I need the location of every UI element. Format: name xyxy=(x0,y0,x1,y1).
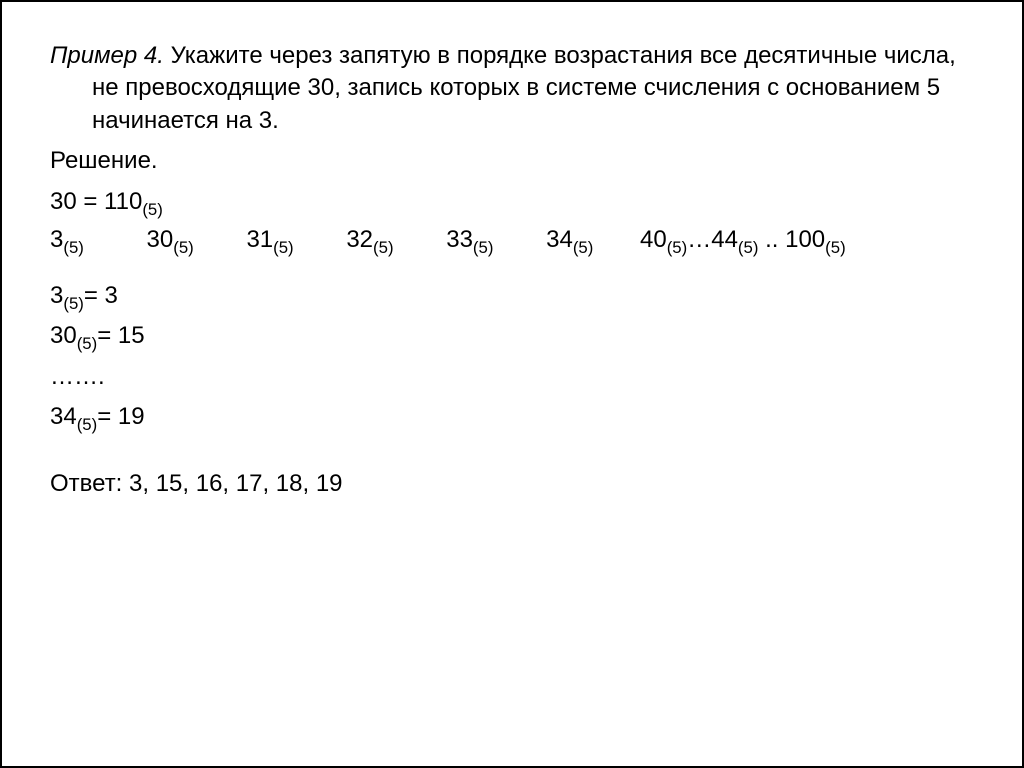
problem-text: Укажите через запятую в порядке возраста… xyxy=(92,42,956,134)
seq-44: 44(5) xyxy=(711,226,758,254)
seq-100-num: 100 xyxy=(785,226,825,253)
seq-2-num: 31 xyxy=(246,226,273,253)
c2-sub: (5) xyxy=(77,334,98,353)
seq-6: 40(5) xyxy=(640,226,687,254)
seq-6-num: 40 xyxy=(640,226,667,253)
seq-1-num: 30 xyxy=(147,226,174,253)
seq-100: 100(5) xyxy=(785,226,846,254)
c1-sub: (5) xyxy=(63,294,84,313)
seq-5-num: 34 xyxy=(546,226,573,253)
seq-3: 32(5) xyxy=(346,226,393,254)
seq-4: 33(5) xyxy=(446,226,493,254)
seq-44-sub: (5) xyxy=(738,238,759,257)
answer-line: Ответ: 3, 15, 16, 17, 18, 19 xyxy=(50,468,974,500)
spacer xyxy=(50,262,974,280)
solution-label: Решение. xyxy=(50,145,974,177)
seq-100-sub: (5) xyxy=(825,238,846,257)
seq-0-num: 3 xyxy=(50,226,63,253)
seq-6-sub: (5) xyxy=(667,238,688,257)
calc-line-1: 3(5)= 3 xyxy=(50,280,974,312)
c1-eq: = 3 xyxy=(84,282,118,309)
seq-0: 3(5) xyxy=(50,226,84,254)
eq1-lhs: 30 = 110 xyxy=(50,188,142,215)
calc-dots: ……. xyxy=(50,361,974,393)
seq-3-num: 32 xyxy=(346,226,373,253)
calc-line-2: 30(5)= 15 xyxy=(50,320,974,352)
c3-sub: (5) xyxy=(77,415,98,434)
seq-1-sub: (5) xyxy=(173,238,194,257)
seq-dots1: … xyxy=(687,226,711,253)
seq-1: 30(5) xyxy=(147,226,194,254)
problem-label: Пример 4. xyxy=(50,42,171,69)
slide-frame: Пример 4. Укажите через запятую в порядк… xyxy=(0,0,1024,768)
spacer xyxy=(50,442,974,468)
seq-dots2: .. xyxy=(758,226,785,253)
seq-2: 31(5) xyxy=(246,226,293,254)
seq-5-sub: (5) xyxy=(573,238,594,257)
c3-eq: = 19 xyxy=(97,403,144,430)
eq1-sub: (5) xyxy=(142,199,163,218)
base5-sequence: 3(5) 30(5) 31(5) 32(5) 33(5) 34(5) 40(5)… xyxy=(50,226,974,254)
calc-line-3: 34(5)= 19 xyxy=(50,401,974,433)
seq-0-sub: (5) xyxy=(63,238,84,257)
seq-5: 34(5) xyxy=(546,226,593,254)
seq-2-sub: (5) xyxy=(273,238,294,257)
eq-30-base5: 30 = 110(5) xyxy=(50,186,974,218)
seq-4-sub: (5) xyxy=(473,238,494,257)
c2-eq: = 15 xyxy=(97,322,144,349)
c2-num: 30 xyxy=(50,322,77,349)
seq-3-sub: (5) xyxy=(373,238,394,257)
c3-num: 34 xyxy=(50,403,77,430)
problem-paragraph: Пример 4. Укажите через запятую в порядк… xyxy=(50,40,974,137)
seq-4-num: 33 xyxy=(446,226,473,253)
c1-num: 3 xyxy=(50,282,63,309)
seq-44-num: 44 xyxy=(711,226,738,253)
